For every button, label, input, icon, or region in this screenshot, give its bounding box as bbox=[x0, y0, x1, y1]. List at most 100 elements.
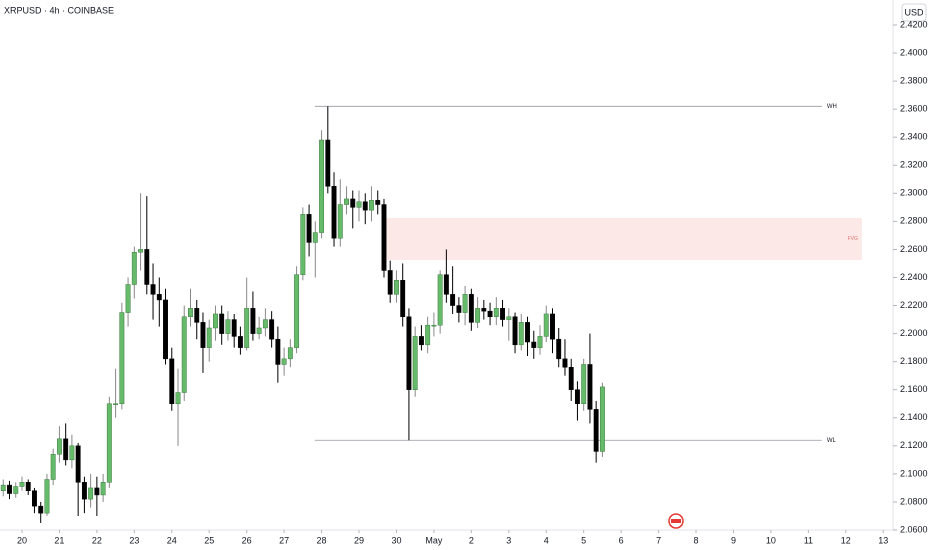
candle-body bbox=[581, 364, 587, 404]
candle-body bbox=[287, 347, 293, 360]
x-tick-label: May bbox=[425, 535, 443, 545]
candle-body bbox=[38, 505, 44, 514]
candle-body bbox=[400, 280, 406, 318]
y-tick-label: 2.2200 bbox=[900, 300, 928, 310]
x-tick-label: 29 bbox=[354, 535, 364, 545]
y-tick-label: 2.1400 bbox=[900, 412, 928, 422]
y-tick-label: 2.4200 bbox=[900, 19, 928, 29]
x-tick-label: 13 bbox=[878, 535, 888, 545]
candle-body bbox=[244, 308, 250, 348]
currency-label[interactable]: USD bbox=[904, 7, 924, 17]
candle-body bbox=[356, 201, 362, 208]
x-tick-label: 10 bbox=[766, 535, 776, 545]
y-tick-label: 2.1600 bbox=[900, 384, 928, 394]
x-tick-label: 22 bbox=[92, 535, 102, 545]
candle-body bbox=[194, 308, 200, 323]
candle-body bbox=[275, 338, 281, 365]
candle-body bbox=[543, 313, 549, 337]
candle-body bbox=[113, 403, 119, 405]
candle-body bbox=[319, 139, 325, 233]
candle-body bbox=[32, 490, 37, 507]
x-tick-label: 24 bbox=[167, 535, 177, 545]
candle-body bbox=[450, 294, 456, 306]
candle-body bbox=[88, 487, 94, 500]
candle-body bbox=[375, 200, 381, 205]
candle-body bbox=[269, 319, 275, 340]
candle-body bbox=[387, 270, 393, 295]
candle-body bbox=[418, 336, 424, 346]
x-tick-label: 3 bbox=[506, 535, 511, 545]
candle-body bbox=[525, 322, 530, 343]
candle-body bbox=[63, 438, 69, 461]
candle-body bbox=[213, 313, 218, 329]
candle-body bbox=[131, 251, 137, 285]
y-tick-label: 2.3200 bbox=[900, 160, 928, 170]
candle-body bbox=[481, 308, 487, 312]
candle-body bbox=[19, 482, 25, 487]
y-tick-label: 2.4000 bbox=[900, 47, 928, 57]
candle-body bbox=[81, 482, 87, 500]
candle-body bbox=[362, 201, 368, 211]
candle-body bbox=[306, 214, 312, 243]
y-tick-label: 2.0800 bbox=[900, 496, 928, 506]
event-icon-flag bbox=[671, 519, 681, 523]
candle-body bbox=[487, 310, 493, 318]
candle-body bbox=[156, 294, 162, 301]
zone-label: FVG bbox=[848, 236, 858, 242]
candle-body bbox=[94, 487, 100, 496]
candle-body bbox=[144, 249, 150, 285]
candle-body bbox=[475, 308, 481, 323]
candle-body bbox=[493, 308, 499, 318]
candle-body bbox=[512, 316, 518, 346]
candle-body bbox=[100, 482, 106, 496]
candle-body bbox=[456, 305, 462, 313]
candle-body bbox=[331, 186, 337, 239]
candle-body bbox=[412, 336, 418, 390]
candle-body bbox=[468, 294, 474, 323]
candle-body bbox=[106, 403, 112, 483]
candle-body bbox=[231, 319, 237, 337]
zone bbox=[385, 217, 862, 260]
x-tick-label: 11 bbox=[804, 535, 813, 545]
y-tick-label: 2.2600 bbox=[900, 244, 928, 254]
level-label: WH bbox=[827, 104, 837, 110]
x-tick-label: 9 bbox=[731, 535, 736, 545]
candle-body bbox=[587, 364, 593, 410]
x-tick-label: 8 bbox=[694, 535, 699, 545]
candle-body bbox=[7, 484, 12, 494]
x-tick-label: 25 bbox=[204, 535, 214, 545]
candle-body bbox=[206, 327, 212, 348]
candle-body bbox=[237, 336, 243, 348]
candle-body bbox=[506, 316, 512, 320]
x-tick-label: 6 bbox=[619, 535, 624, 545]
candle-body bbox=[0, 484, 6, 491]
candle-body bbox=[462, 294, 468, 313]
y-tick-label: 2.2800 bbox=[900, 216, 928, 226]
y-tick-label: 2.2400 bbox=[900, 272, 928, 282]
candle-body bbox=[69, 445, 75, 461]
candle-body bbox=[50, 453, 56, 480]
x-tick-label: 28 bbox=[317, 535, 327, 545]
candle-body bbox=[443, 274, 449, 295]
candle-body bbox=[281, 358, 287, 365]
candle-body bbox=[312, 232, 318, 243]
candle-body bbox=[350, 198, 356, 208]
candle-body bbox=[256, 327, 262, 334]
candle-body bbox=[13, 486, 19, 494]
candle-body bbox=[175, 392, 181, 404]
candle-body bbox=[56, 438, 62, 455]
candle-body bbox=[593, 409, 599, 452]
candle-body bbox=[150, 284, 156, 295]
x-tick-label: 7 bbox=[656, 535, 661, 545]
candle-body bbox=[344, 198, 349, 205]
currency-button[interactable] bbox=[901, 3, 927, 22]
candle-body bbox=[562, 358, 568, 368]
x-tick-label: 2 bbox=[469, 535, 474, 545]
candle-body bbox=[225, 319, 231, 334]
x-tick-label: 26 bbox=[242, 535, 252, 545]
candle-body bbox=[425, 324, 431, 346]
candle-body bbox=[181, 316, 187, 393]
candle-body bbox=[568, 367, 574, 390]
candle-body bbox=[294, 274, 300, 348]
